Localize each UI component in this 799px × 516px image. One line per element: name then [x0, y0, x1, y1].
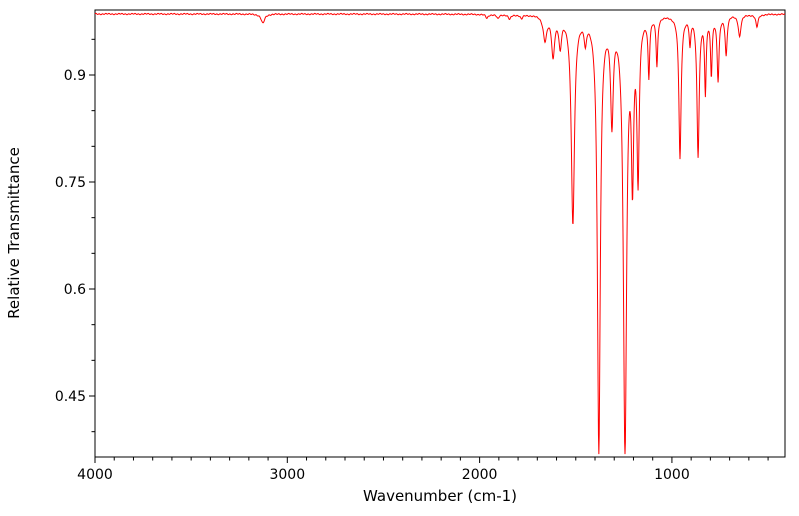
- x-tick-label: 3000: [269, 467, 305, 483]
- x-tick-label: 4000: [77, 467, 113, 483]
- y-tick-label: 0.6: [64, 282, 86, 298]
- x-tick-label: 1000: [654, 467, 690, 483]
- y-tick-label: 0.9: [64, 68, 86, 84]
- x-tick-label: 2000: [462, 467, 498, 483]
- x-axis-label: Wavenumber (cm-1): [363, 487, 517, 505]
- spectrum-line: [94, 12, 786, 455]
- y-axis-label: Relative Transmittance: [5, 147, 23, 319]
- axis-ticks: 4000 3000 2000 1000 0.45 0.6 0.75 0.9: [55, 38, 769, 483]
- y-tick-label: 0.75: [55, 175, 86, 191]
- y-tick-label: 0.45: [55, 389, 86, 405]
- plot-area: [94, 9, 786, 458]
